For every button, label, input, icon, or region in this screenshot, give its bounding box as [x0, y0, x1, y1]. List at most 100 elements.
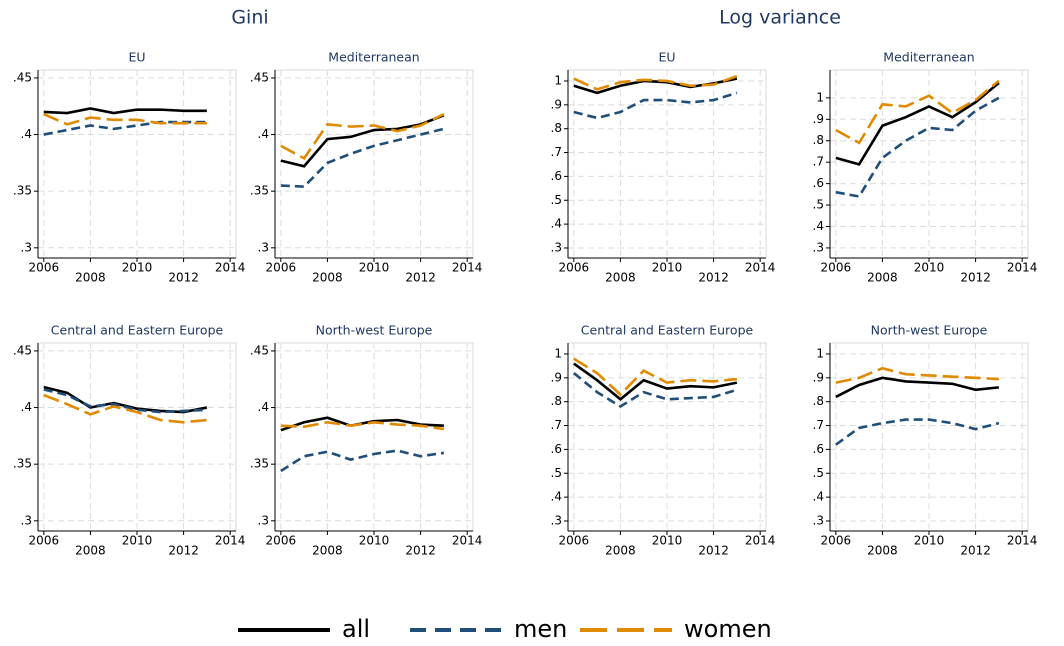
y-tick-label: .8 [551, 121, 562, 135]
panel-title: Mediterranean [328, 50, 419, 65]
series-line [43, 393, 208, 424]
group-title: Gini [231, 7, 268, 29]
x-tick-label: 2008 [605, 271, 636, 285]
series-line [280, 449, 445, 473]
y-tick-label: .35 [13, 457, 32, 471]
x-tick-label: 2012 [960, 271, 991, 285]
y-tick-label: .6 [551, 169, 562, 183]
x-tick-label: 2008 [75, 271, 106, 285]
x-tick-label: 2010 [652, 261, 683, 275]
x-tick-label: 2012 [698, 271, 729, 285]
x-tick-label: 2006 [29, 261, 60, 275]
y-tick-label: .8 [813, 394, 824, 408]
x-tick-label: 2010 [359, 261, 390, 275]
x-tick-label: 2008 [605, 544, 636, 558]
y-tick-label: .4 [813, 490, 824, 504]
x-tick-label: 2014 [215, 261, 246, 275]
y-tick-label: .9 [551, 370, 562, 384]
x-tick-label: 2008 [312, 544, 343, 558]
x-tick-label: 2010 [122, 261, 153, 275]
series-line [280, 127, 445, 188]
y-tick-label: .35 [13, 184, 32, 198]
y-tick-label: .4 [258, 400, 269, 414]
y-tick-label: .3 [21, 240, 32, 254]
y-tick-label: .7 [551, 145, 562, 159]
group-title: Log variance [719, 7, 841, 29]
panel-title: Mediterranean [883, 50, 974, 65]
panel-title: North-west Europe [316, 323, 433, 338]
x-tick-label: 2014 [452, 261, 483, 275]
y-tick-label: .4 [551, 217, 562, 231]
y-tick-label: .5 [813, 466, 824, 480]
x-tick-label: 2010 [914, 261, 945, 275]
y-tick-label: 1 [816, 346, 824, 360]
series-line [835, 376, 1000, 399]
series-line [573, 362, 738, 401]
legend-label: women [684, 615, 772, 643]
series-line [280, 420, 445, 431]
legend-label: all [342, 615, 370, 643]
x-tick-label: 2008 [312, 271, 343, 285]
y-tick-label: .3 [551, 513, 562, 527]
x-tick-label: 2012 [698, 544, 729, 558]
x-tick-label: 2010 [359, 534, 390, 548]
y-tick-label: .7 [551, 418, 562, 432]
y-tick-label: .45 [13, 343, 32, 357]
y-tick-label: .5 [551, 193, 562, 207]
x-tick-label: 2008 [75, 544, 106, 558]
y-tick-label: .3 [258, 513, 269, 527]
y-tick-label: 1 [554, 73, 562, 87]
y-tick-label: .3 [551, 240, 562, 254]
series-line [280, 416, 444, 432]
panel-title: EU [658, 50, 675, 65]
series-line [573, 74, 738, 91]
series-line [835, 81, 1000, 166]
y-tick-label: .9 [551, 97, 562, 111]
x-tick-label: 2014 [745, 534, 776, 548]
y-tick-label: .9 [813, 370, 824, 384]
series-line [280, 112, 445, 161]
series-line [835, 79, 1000, 145]
y-tick-label: .6 [813, 442, 824, 456]
legend-label: men [514, 615, 567, 643]
x-tick-label: 2006 [29, 534, 60, 548]
series-line [573, 372, 738, 408]
y-tick-label: .35 [250, 457, 269, 471]
y-tick-label: .3 [813, 513, 824, 527]
y-tick-label: .4 [258, 127, 269, 141]
y-tick-label: .3 [813, 240, 824, 254]
y-tick-label: .7 [813, 418, 824, 432]
panel-title: Central and Eastern Europe [51, 323, 224, 338]
series-line [835, 418, 1000, 446]
y-tick-label: .5 [813, 198, 824, 212]
x-tick-label: 2012 [960, 544, 991, 558]
y-tick-label: .5 [551, 466, 562, 480]
y-tick-label: .6 [813, 176, 824, 190]
y-tick-label: .7 [813, 155, 824, 169]
series-line [573, 91, 738, 120]
x-tick-label: 2012 [168, 271, 199, 285]
x-tick-label: 2012 [405, 544, 436, 558]
x-tick-label: 2014 [215, 534, 246, 548]
x-tick-label: 2006 [559, 261, 590, 275]
x-tick-label: 2014 [452, 534, 483, 548]
x-tick-label: 2010 [914, 534, 945, 548]
y-tick-label: .8 [813, 133, 824, 147]
panel-title: EU [128, 50, 145, 65]
y-tick-label: .9 [813, 112, 824, 126]
x-tick-label: 2010 [122, 534, 153, 548]
panel-title: Central and Eastern Europe [581, 323, 754, 338]
x-tick-label: 2006 [821, 534, 852, 548]
y-tick-label: .45 [250, 70, 269, 84]
x-tick-label: 2012 [405, 271, 436, 285]
y-tick-label: .4 [551, 490, 562, 504]
x-tick-label: 2014 [1007, 261, 1038, 275]
series-line [835, 366, 999, 384]
y-tick-label: .3 [21, 513, 32, 527]
series-line [573, 357, 738, 397]
y-tick-label: 1 [816, 90, 824, 104]
x-tick-label: 2006 [266, 261, 297, 275]
series-line [43, 112, 207, 126]
x-tick-label: 2006 [559, 534, 590, 548]
y-tick-label: .4 [21, 400, 32, 414]
